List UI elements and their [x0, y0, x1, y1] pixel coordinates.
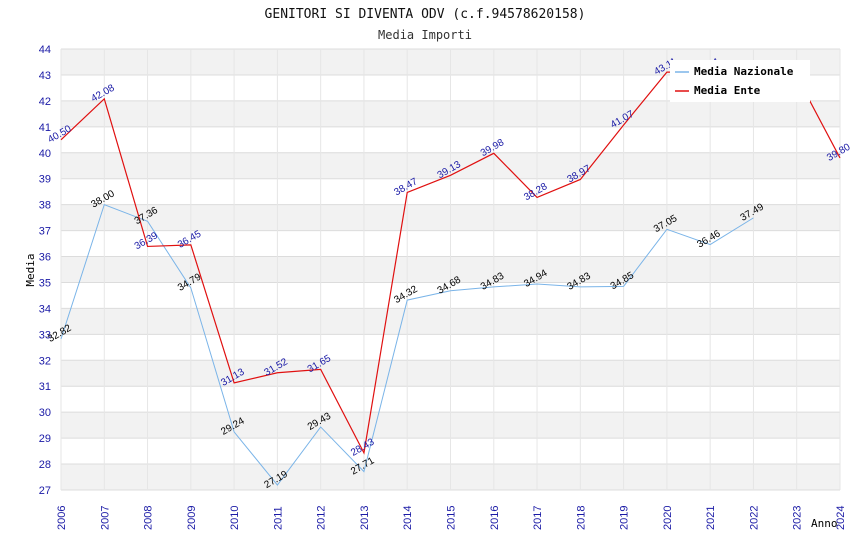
x-tick-label: 2022 — [748, 506, 760, 530]
x-tick-label: 2021 — [705, 506, 717, 530]
x-tick-label: 2016 — [489, 506, 501, 530]
x-tick-label: 2010 — [229, 506, 241, 530]
legend: Media Nazionale Media Ente — [670, 60, 810, 102]
y-tick-label: 44 — [39, 44, 51, 56]
y-tick-label: 35 — [39, 277, 51, 289]
x-tick-label: 2019 — [619, 506, 631, 530]
y-tick-label: 32 — [39, 355, 51, 367]
legend-label-media-ente: Media Ente — [694, 84, 761, 97]
y-tick-label: 37 — [39, 226, 51, 238]
y-tick-label: 30 — [39, 407, 51, 419]
y-tick-label: 40 — [39, 148, 51, 160]
y-tick-label: 41 — [39, 122, 51, 134]
x-tick-label: 2015 — [446, 506, 458, 530]
y-tick-label: 36 — [39, 252, 51, 264]
x-axis-label: Anno — [811, 517, 838, 530]
gridlines — [60, 48, 841, 491]
x-tick-label: 2008 — [143, 506, 155, 530]
x-tick-label: 2020 — [662, 506, 674, 530]
y-tick-label: 38 — [39, 200, 51, 212]
y-tick-label: 39 — [39, 174, 51, 186]
y-tick-label: 42 — [39, 96, 51, 108]
x-tick-label: 2012 — [316, 506, 328, 530]
x-tick-label: 2023 — [792, 506, 804, 530]
y-axis-label: Media — [24, 253, 37, 286]
y-tick-label: 31 — [39, 381, 51, 393]
chart-subtitle: Media Importi — [378, 28, 472, 42]
legend-label-media-nazionale: Media Nazionale — [694, 65, 794, 78]
x-axis-ticks: 2006 2007 2008 2009 2010 2011 2012 2013 2014 2015… — [56, 506, 847, 530]
x-tick-label: 2024 — [835, 506, 847, 530]
x-tick-label: 2013 — [359, 506, 371, 530]
y-tick-label: 27 — [39, 485, 51, 497]
x-tick-label: 2011 — [272, 506, 284, 530]
y-tick-label: 29 — [39, 433, 51, 445]
x-tick-label: 2018 — [575, 506, 587, 530]
y-tick-label: 28 — [39, 459, 51, 471]
x-tick-label: 2009 — [186, 506, 198, 530]
x-tick-label: 2006 — [56, 506, 68, 530]
x-tick-label: 2007 — [99, 506, 111, 530]
legend-box — [670, 60, 810, 102]
y-tick-label: 33 — [39, 329, 51, 341]
y-tick-label: 34 — [39, 303, 51, 315]
y-axis-ticks: 27 28 29 30 31 32 33 34 35 36 37 38 39 40 41 42 43 44 — [39, 44, 51, 497]
x-tick-label: 2014 — [402, 506, 414, 530]
x-tick-label: 2017 — [532, 506, 544, 530]
y-tick-label: 43 — [39, 70, 51, 82]
series-line-media-nazionale — [60, 203, 754, 486]
chart-title: GENITORI SI DIVENTA ODV (c.f.94578620158… — [265, 7, 586, 22]
